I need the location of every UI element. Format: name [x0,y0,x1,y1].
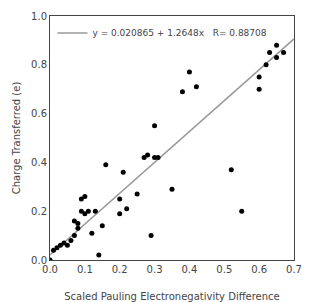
svg-text:0.4: 0.4 [31,157,47,168]
svg-text:1.0: 1.0 [31,11,47,22]
svg-text:0.0: 0.0 [31,255,47,266]
svg-text:0.8: 0.8 [31,59,47,70]
svg-text:0.3: 0.3 [147,264,163,275]
svg-text:0.6: 0.6 [251,264,267,275]
svg-text:0.4: 0.4 [181,264,197,275]
svg-text:0.2: 0.2 [31,206,47,217]
svg-text:Charge Transferred (e): Charge Transferred (e) [11,82,22,195]
svg-text:0.0: 0.0 [42,264,58,275]
svg-text:0.6: 0.6 [31,108,47,119]
svg-text:0.7: 0.7 [286,264,302,275]
svg-text:0.1: 0.1 [77,264,93,275]
svg-text:y = 0.020865 + 1.2648x R= 0.: y = 0.020865 + 1.2648x R= 0.88708 [92,28,266,38]
svg-text:Scaled Pauling Electronegativi: Scaled Pauling Electronegativity Differe… [64,291,280,302]
svg-text:0.5: 0.5 [216,264,232,275]
svg-text:0.2: 0.2 [112,264,128,275]
